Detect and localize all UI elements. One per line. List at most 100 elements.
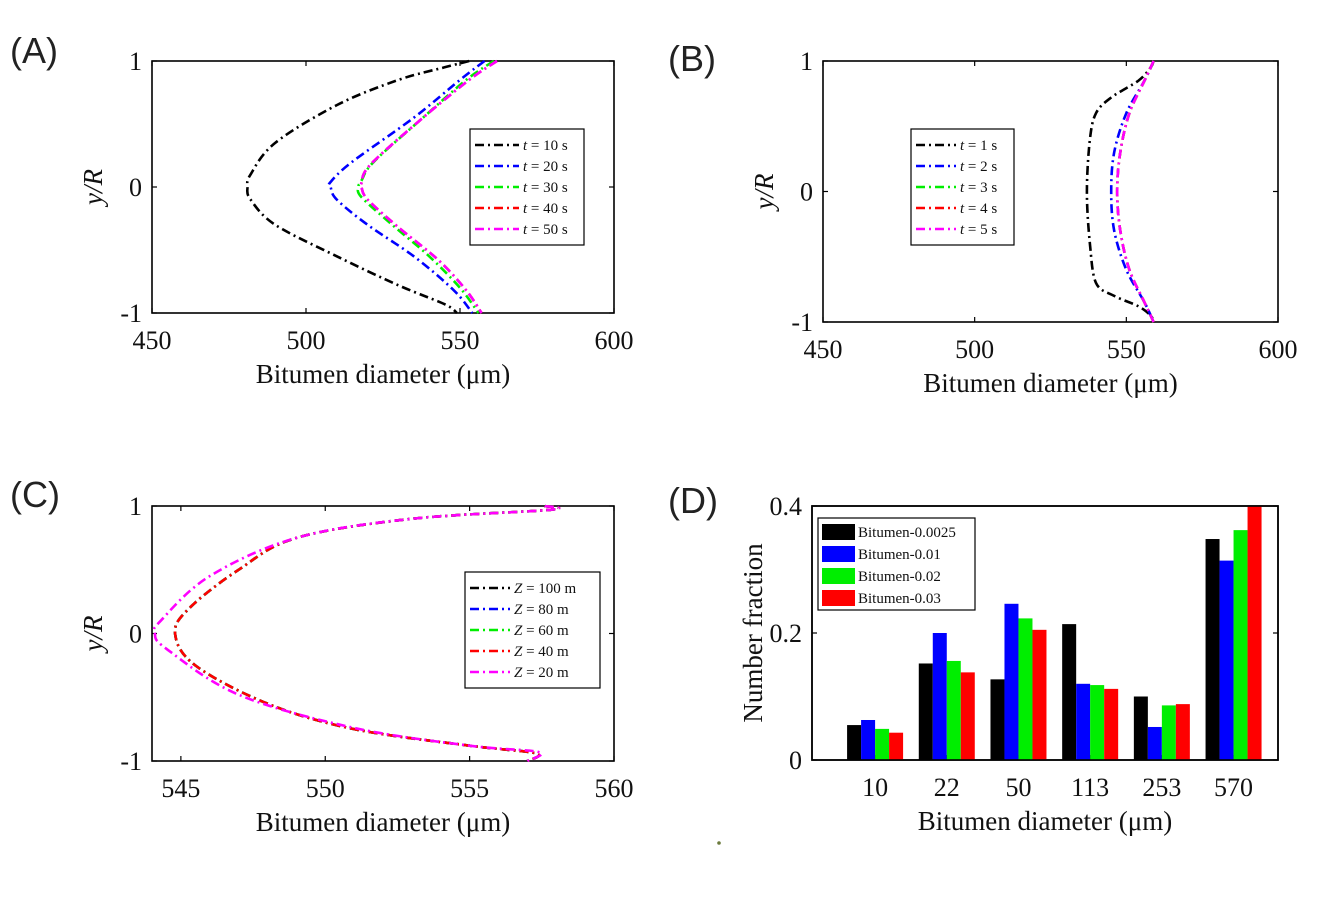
bar-3-253 xyxy=(1161,705,1176,760)
plot-frame xyxy=(822,60,1279,323)
x-tick-label: 22 xyxy=(934,773,960,802)
panel-label-d: (D) xyxy=(668,480,718,521)
legend-entry-5: t = 50 s xyxy=(523,222,568,238)
y-tick-label: 1 xyxy=(129,47,142,76)
panel-label-c: (C) xyxy=(10,474,60,515)
bar-3-570 xyxy=(1233,530,1248,760)
legend-entry-1: t = 1 s xyxy=(960,138,997,154)
x-axis-label: Bitumen diameter (μm) xyxy=(923,368,1177,398)
x-tick-label: 253 xyxy=(1142,773,1181,802)
bar-1-22 xyxy=(918,663,933,760)
legend-value: = 30 s xyxy=(527,180,568,196)
y-tick-label: -1 xyxy=(120,747,142,776)
legend-symbol: Z xyxy=(514,665,523,681)
legend: t = 1 st = 2 st = 3 st = 4 st = 5 s xyxy=(910,128,1015,246)
panel-a: (A) 450 500 550 600 -1 0 1 Bitumen diameter (μm… xyxy=(10,30,634,389)
bar-2-50 xyxy=(1004,603,1019,760)
bar-3-50 xyxy=(1018,618,1033,760)
bar-2-113 xyxy=(1076,683,1091,760)
legend-symbol: Z xyxy=(514,623,523,639)
series-line-5 xyxy=(152,504,561,763)
legend-symbol: t xyxy=(960,222,965,238)
legend-swatch xyxy=(822,546,855,562)
legend-value: = 10 s xyxy=(527,138,568,154)
bar-2-10 xyxy=(861,719,876,760)
x-tick-label: 550 xyxy=(441,326,480,355)
legend: t = 10 s t = 20 s t = 30 s t = 40 s t = 50 s xyxy=(469,128,585,246)
series-line-1 xyxy=(1085,60,1155,323)
x-tick-label: 10 xyxy=(862,773,888,802)
x-tick-label: 550 xyxy=(306,774,345,803)
legend-symbol: t xyxy=(523,180,528,196)
y-tick-label: 0 xyxy=(129,620,142,649)
legend-symbol: t xyxy=(960,201,965,217)
x-tick-label: 550 xyxy=(1107,335,1146,364)
legend-symbol: t xyxy=(523,222,528,238)
stray-dot xyxy=(717,841,721,845)
panel-d: (D) 10 22 50 113 253 570 0 0.2 0.4 Bitumen diamet… xyxy=(668,480,1279,836)
legend-value: = 20 m xyxy=(522,665,569,681)
x-tick-label: 600 xyxy=(1259,335,1298,364)
legend-value: = 80 m xyxy=(522,602,569,618)
x-tick-label: 450 xyxy=(804,335,843,364)
legend-value: = 2 s xyxy=(964,159,997,175)
x-tick-label: 560 xyxy=(595,774,634,803)
legend-symbol: t xyxy=(523,201,528,217)
panel-label-a: (A) xyxy=(10,30,58,71)
bar-1-570 xyxy=(1205,539,1220,760)
legend-entry-4: Z = 40 m xyxy=(514,644,569,660)
legend-symbol: t xyxy=(960,180,965,196)
y-tick-label: 0.4 xyxy=(770,492,803,521)
y-tick-label: 0 xyxy=(789,746,802,775)
legend-entry-2: Bitumen-0.01 xyxy=(858,547,941,563)
panel-b: (B) 450 500 550 600 -1 0 1 Bitumen diameter (μm… xyxy=(668,38,1298,398)
x-tick-label: 600 xyxy=(595,326,634,355)
y-axis-label: y/R xyxy=(78,615,108,654)
series-line-5 xyxy=(359,59,498,314)
legend: Bitumen-0.0025 Bitumen-0.01 Bitumen-0.02 Bi… xyxy=(817,517,976,611)
bar-1-50 xyxy=(990,679,1005,760)
bar-4-253 xyxy=(1175,704,1190,760)
x-axis-label: Bitumen diameter (μm) xyxy=(918,806,1172,836)
bar-1-113 xyxy=(1062,624,1077,760)
bar-2-570 xyxy=(1219,560,1234,760)
y-tick-label: -1 xyxy=(791,308,813,337)
bar-3-113 xyxy=(1090,685,1105,760)
legend-entry-3: t = 30 s xyxy=(523,180,568,196)
legend-value: = 60 m xyxy=(522,623,569,639)
panel-c: (C) 545 550 555 560 -1 0 1 Bitumen diameter (μm… xyxy=(10,474,634,837)
legend-entry-4: t = 4 s xyxy=(960,201,997,217)
bar-1-253 xyxy=(1133,696,1148,760)
x-axis-label: Bitumen diameter (μm) xyxy=(256,807,510,837)
y-axis-label: Number fraction xyxy=(738,543,768,723)
legend-entry-2: t = 2 s xyxy=(960,159,997,175)
legend: Z = 100 mZ = 80 mZ = 60 mZ = 40 mZ = 20 … xyxy=(464,571,601,689)
legend-value: = 1 s xyxy=(964,138,997,154)
legend-entry-3: t = 3 s xyxy=(960,180,997,196)
legend-swatch xyxy=(822,590,855,606)
legend-swatch xyxy=(822,524,855,540)
bar-3-10 xyxy=(875,728,890,760)
y-axis-label: y/R xyxy=(78,169,108,208)
bar-4-113 xyxy=(1104,688,1119,760)
legend-value: = 3 s xyxy=(964,180,997,196)
legend-value: = 20 s xyxy=(527,159,568,175)
x-tick-label: 50 xyxy=(1005,773,1031,802)
legend-symbol: Z xyxy=(514,602,523,618)
legend-entry-1: Z = 100 m xyxy=(514,581,577,597)
x-tick-label: 500 xyxy=(955,335,994,364)
x-tick-label: 545 xyxy=(161,774,200,803)
plot-frame-top xyxy=(811,505,1279,761)
y-tick-label: -1 xyxy=(120,299,142,328)
legend-entry-4: t = 40 s xyxy=(523,201,568,217)
legend-value: = 40 m xyxy=(522,644,569,660)
x-tick-label: 570 xyxy=(1214,773,1253,802)
panel-label-b: (B) xyxy=(668,38,716,79)
bar-4-22 xyxy=(960,672,975,760)
legend-symbol: Z xyxy=(514,581,523,597)
legend-symbol: t xyxy=(960,138,965,154)
x-tick-label: 500 xyxy=(287,326,326,355)
bar-2-253 xyxy=(1147,726,1162,760)
legend-entry-1: Bitumen-0.0025 xyxy=(858,525,956,541)
